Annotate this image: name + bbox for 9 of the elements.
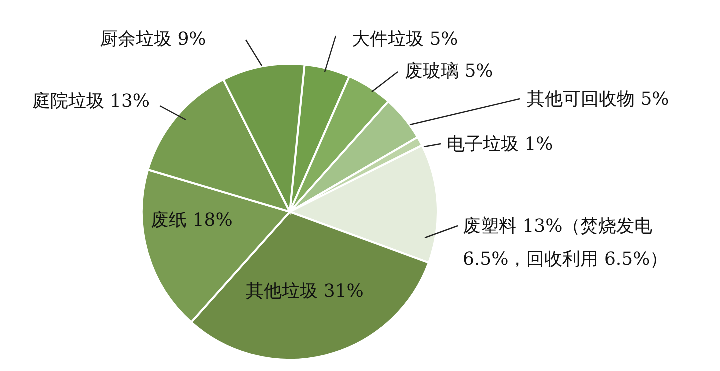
slice-label: 废塑料 13%（焚烧发电 6.5%，回收利用 6.5%） [463,216,668,270]
slice-label: 其他可回收物 5% [527,89,670,110]
slice-label: 废纸 18% [151,210,233,231]
slice-label: 大件垃圾 5% [352,29,458,50]
slice-label: 电子垃圾 1% [447,134,554,155]
slice-label: 废玻璃 5% [405,61,494,82]
slice-label: 厨余垃圾 9% [100,29,206,50]
slice-label: 其他垃圾 31% [246,281,364,302]
slice-label: 庭院垃圾 13% [32,91,150,112]
